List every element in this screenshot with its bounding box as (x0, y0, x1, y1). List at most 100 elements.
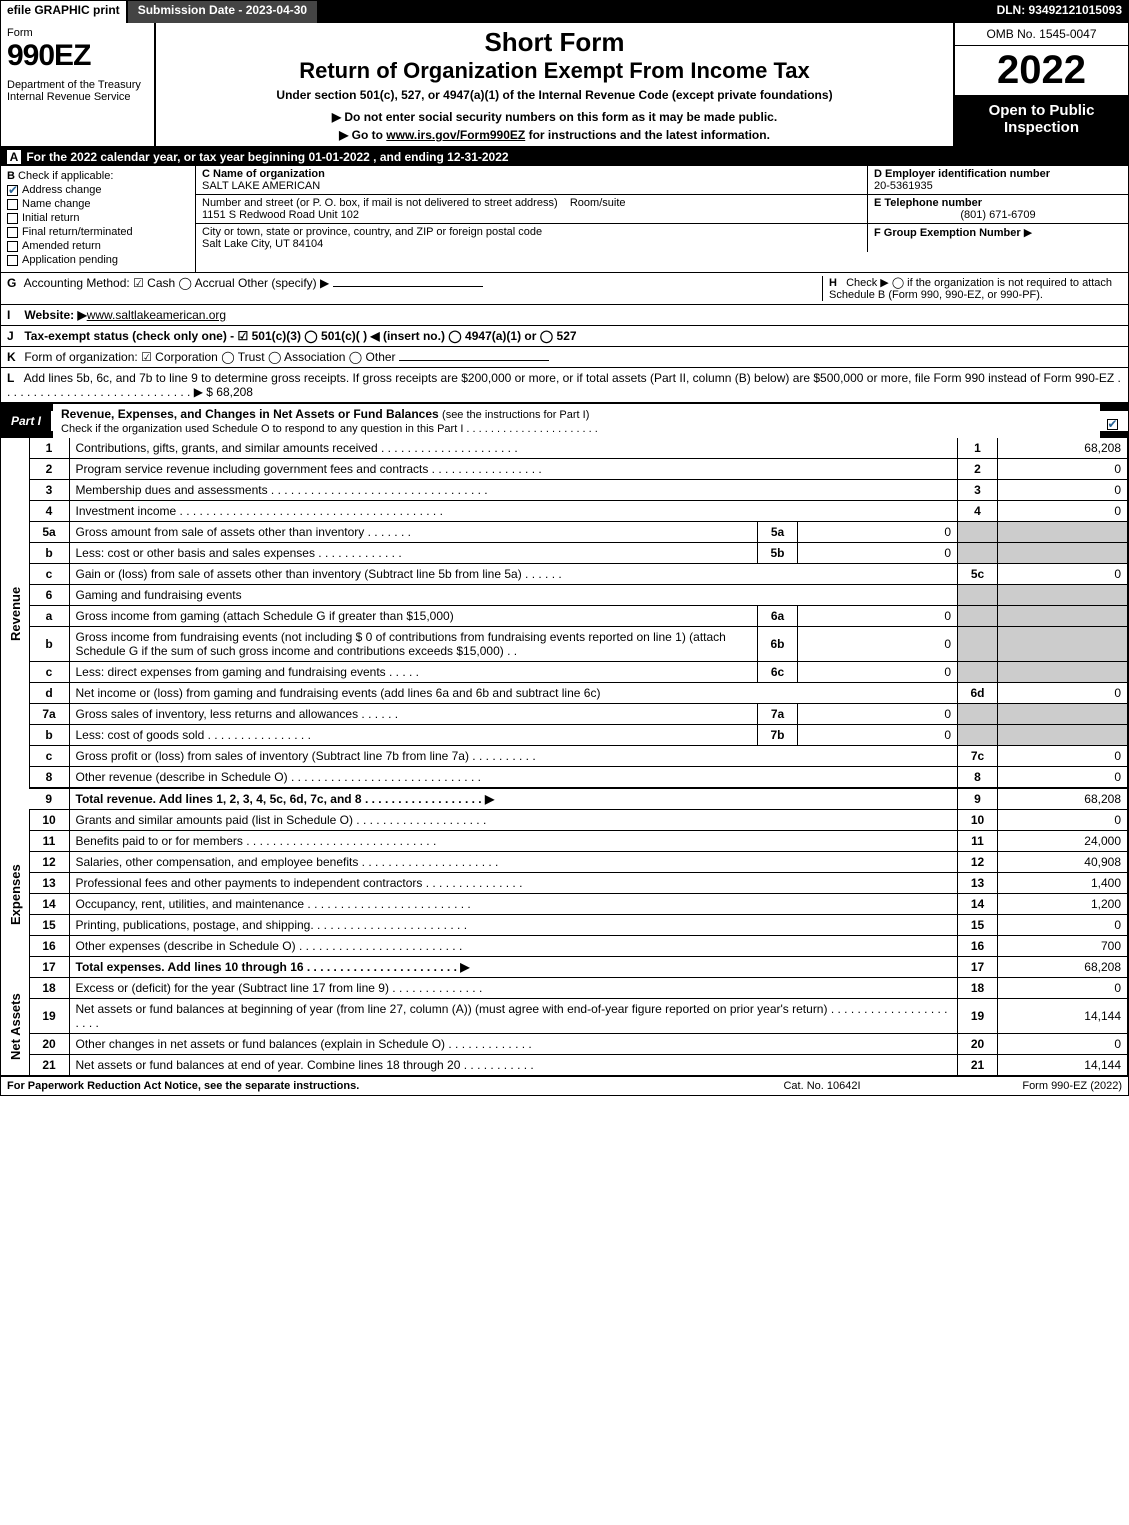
table-row: 4Investment income . . . . . . . . . . .… (1, 501, 1128, 522)
side-label-revenue: Revenue (1, 438, 29, 788)
table-row: cGross profit or (loss) from sales of in… (1, 746, 1128, 767)
paperwork-notice: For Paperwork Reduction Act Notice, see … (7, 1080, 722, 1092)
f-label: F Group Exemption Number (874, 227, 1021, 239)
row-j: J Tax-exempt status (check only one) - ☑… (1, 326, 1128, 347)
checkbox-icon[interactable] (7, 255, 18, 266)
part-i-title: Revenue, Expenses, and Changes in Net As… (53, 404, 1100, 438)
chk-application-pending[interactable]: Application pending (7, 254, 189, 266)
chk-final-return[interactable]: Final return/terminated (7, 226, 189, 238)
table-row: 13Professional fees and other payments t… (1, 873, 1128, 894)
row-l: L Add lines 5b, 6c, and 7b to line 9 to … (1, 368, 1128, 404)
arrow-icon: ▶ (1024, 227, 1032, 239)
row-i: I Website: ▶www.saltlakeamerican.org (1, 305, 1128, 326)
table-row: bLess: cost or other basis and sales exp… (1, 543, 1128, 564)
chk-amended-return[interactable]: Amended return (7, 240, 189, 252)
chk-name-change[interactable]: Name change (7, 198, 189, 210)
omb-number: OMB No. 1545-0047 (955, 23, 1128, 46)
cell-c-city: City or town, state or province, country… (196, 224, 868, 252)
addr-label: Number and street (or P. O. box, if mail… (202, 197, 558, 209)
table-row: 20Other changes in net assets or fund ba… (1, 1034, 1128, 1055)
spacer (319, 1, 990, 23)
j-text: Tax-exempt status (check only one) - ☑ 5… (24, 329, 576, 343)
k-text: Form of organization: ☑ Corporation ◯ Tr… (24, 350, 395, 364)
e-label: E Telephone number (874, 197, 982, 209)
table-row: 12Salaries, other compensation, and empl… (1, 852, 1128, 873)
col-b: B Check if applicable: Address change Na… (1, 166, 196, 272)
cell-d: D Employer identification number 20-5361… (868, 166, 1128, 194)
table-row: 5aGross amount from sale of assets other… (1, 522, 1128, 543)
cell-c-name: C Name of organization SALT LAKE AMERICA… (196, 166, 868, 194)
table-row: Revenue 1 Contributions, gifts, grants, … (1, 438, 1128, 459)
irs-link[interactable]: www.irs.gov/Form990EZ (386, 128, 525, 142)
table-row: dNet income or (loss) from gaming and fu… (1, 683, 1128, 704)
ein-value: 20-5361935 (874, 180, 933, 192)
table-row: aGross income from gaming (attach Schedu… (1, 606, 1128, 627)
table-row: bGross income from fundraising events (n… (1, 627, 1128, 662)
table-row: 7aGross sales of inventory, less returns… (1, 704, 1128, 725)
col-cdef: C Name of organization SALT LAKE AMERICA… (196, 166, 1128, 272)
cell-e: E Telephone number (801) 671-6709 (868, 195, 1128, 223)
page-footer: For Paperwork Reduction Act Notice, see … (1, 1076, 1128, 1095)
part-i-header: Part I Revenue, Expenses, and Changes in… (1, 404, 1128, 438)
website-link[interactable]: www.saltlakeamerican.org (87, 308, 226, 322)
dln-number: DLN: 93492121015093 (991, 1, 1128, 23)
header-right: OMB No. 1545-0047 2022 Open to Public In… (953, 23, 1128, 146)
checkbox-icon[interactable] (7, 185, 18, 196)
efile-print-label[interactable]: efile GRAPHIC print (1, 1, 126, 23)
org-name: SALT LAKE AMERICAN (202, 180, 320, 192)
form-number: 990EZ (7, 39, 148, 73)
block-b-to-f: B Check if applicable: Address change Na… (1, 166, 1128, 273)
note-goto: ▶ Go to www.irs.gov/Form990EZ for instru… (164, 128, 945, 142)
table-row: 17Total expenses. Add lines 10 through 1… (1, 957, 1128, 978)
row-a: A For the 2022 calendar year, or tax yea… (1, 148, 1128, 166)
table-row: 8Other revenue (describe in Schedule O) … (1, 767, 1128, 789)
catalog-number: Cat. No. 10642I (722, 1080, 922, 1092)
c-name-label: C Name of organization (202, 168, 325, 180)
table-row: 19Net assets or fund balances at beginni… (1, 999, 1128, 1034)
checkbox-icon[interactable] (7, 199, 18, 210)
title-short-form: Short Form (164, 27, 945, 58)
l-text: Add lines 5b, 6c, and 7b to line 9 to de… (7, 371, 1121, 399)
g-opts: ☑ Cash ◯ Accrual Other (specify) ▶ (133, 276, 329, 290)
chk-address-change[interactable]: Address change (7, 184, 189, 196)
city-label: City or town, state or province, country… (202, 226, 542, 238)
form-word: Form (7, 27, 148, 39)
note-ssn: ▶ Do not enter social security numbers o… (164, 110, 945, 124)
form-version: Form 990-EZ (2022) (922, 1080, 1122, 1092)
city-value: Salt Lake City, UT 84104 (202, 238, 323, 250)
form-header: Form 990EZ Department of the Treasury In… (1, 23, 1128, 148)
title-return-exempt: Return of Organization Exempt From Incom… (164, 58, 945, 84)
header-center: Short Form Return of Organization Exempt… (156, 23, 953, 146)
tax-year: 2022 (955, 46, 1128, 96)
col-b-title: Check if applicable: (18, 170, 113, 182)
table-row: Net Assets 18Excess or (deficit) for the… (1, 978, 1128, 999)
table-row: Expenses 10Grants and similar amounts pa… (1, 810, 1128, 831)
line-1-value: 68,208 (998, 438, 1128, 459)
checkbox-icon[interactable] (1107, 419, 1118, 430)
table-row: 21Net assets or fund balances at end of … (1, 1055, 1128, 1076)
table-row: cGain or (loss) from sale of assets othe… (1, 564, 1128, 585)
table-row: 11Benefits paid to or for members . . . … (1, 831, 1128, 852)
checkbox-icon[interactable] (7, 213, 18, 224)
table-row: cLess: direct expenses from gaming and f… (1, 662, 1128, 683)
part-i-pill: Part I (1, 411, 53, 431)
goto-post: for instructions and the latest informat… (525, 128, 770, 142)
checkbox-icon[interactable] (7, 241, 18, 252)
side-label-net-assets: Net Assets (1, 978, 29, 1076)
part-i-table: Revenue 1 Contributions, gifts, grants, … (1, 438, 1128, 1076)
side-label-expenses: Expenses (1, 810, 29, 978)
table-row: 15Printing, publications, postage, and s… (1, 915, 1128, 936)
cell-f: F Group Exemption Number ▶ (868, 224, 1128, 252)
table-row: 16Other expenses (describe in Schedule O… (1, 936, 1128, 957)
line-1-label: Contributions, gifts, grants, and simila… (69, 438, 958, 459)
street-address: 1151 S Redwood Road Unit 102 (202, 209, 359, 221)
checkbox-icon[interactable] (7, 227, 18, 238)
row-g-h: G Accounting Method: ☑ Cash ◯ Accrual Ot… (1, 273, 1128, 305)
header-left: Form 990EZ Department of the Treasury In… (1, 23, 156, 146)
part-i-schedule-o-check[interactable] (1100, 411, 1128, 431)
top-bar: efile GRAPHIC print Submission Date - 20… (1, 1, 1128, 23)
d-label: D Employer identification number (874, 168, 1050, 180)
chk-initial-return[interactable]: Initial return (7, 212, 189, 224)
telephone-value: (801) 671-6709 (874, 209, 1122, 221)
g-text: Accounting Method: (24, 276, 130, 290)
